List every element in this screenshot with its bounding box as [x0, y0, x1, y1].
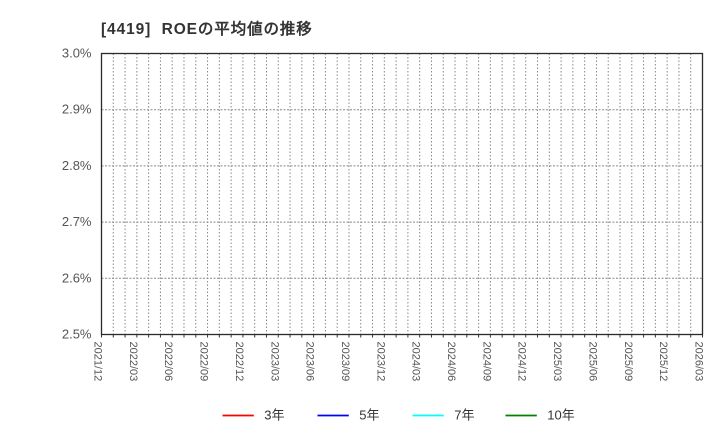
- svg-text:2024/09: 2024/09: [480, 342, 492, 382]
- svg-text:2022/12: 2022/12: [233, 342, 245, 382]
- svg-text:2.7%: 2.7%: [62, 214, 92, 229]
- svg-text:2023/09: 2023/09: [339, 342, 351, 382]
- svg-text:7年: 7年: [454, 408, 474, 423]
- svg-text:2021/12: 2021/12: [92, 342, 104, 382]
- svg-text:3.0%: 3.0%: [62, 46, 92, 61]
- svg-text:2.9%: 2.9%: [62, 102, 92, 117]
- svg-text:2025/03: 2025/03: [551, 342, 563, 382]
- svg-text:2022/09: 2022/09: [198, 342, 210, 382]
- svg-text:2024/03: 2024/03: [410, 342, 422, 382]
- svg-text:2025/06: 2025/06: [586, 342, 598, 382]
- svg-text:2025/12: 2025/12: [657, 342, 669, 382]
- svg-text:2023/06: 2023/06: [304, 342, 316, 382]
- svg-text:2022/06: 2022/06: [162, 342, 174, 382]
- svg-text:10年: 10年: [547, 408, 574, 423]
- svg-text:2023/03: 2023/03: [268, 342, 280, 382]
- svg-text:5年: 5年: [359, 408, 379, 423]
- svg-text:2024/06: 2024/06: [445, 342, 457, 382]
- svg-text:2026/03: 2026/03: [693, 342, 705, 382]
- svg-text:2.6%: 2.6%: [62, 270, 92, 285]
- svg-text:2.8%: 2.8%: [62, 158, 92, 173]
- svg-text:2023/12: 2023/12: [374, 342, 386, 382]
- svg-text:2.5%: 2.5%: [62, 327, 92, 342]
- svg-text:2025/09: 2025/09: [622, 342, 634, 382]
- svg-text:2024/12: 2024/12: [516, 342, 528, 382]
- svg-text:3年: 3年: [264, 408, 284, 423]
- svg-text:2022/03: 2022/03: [127, 342, 139, 382]
